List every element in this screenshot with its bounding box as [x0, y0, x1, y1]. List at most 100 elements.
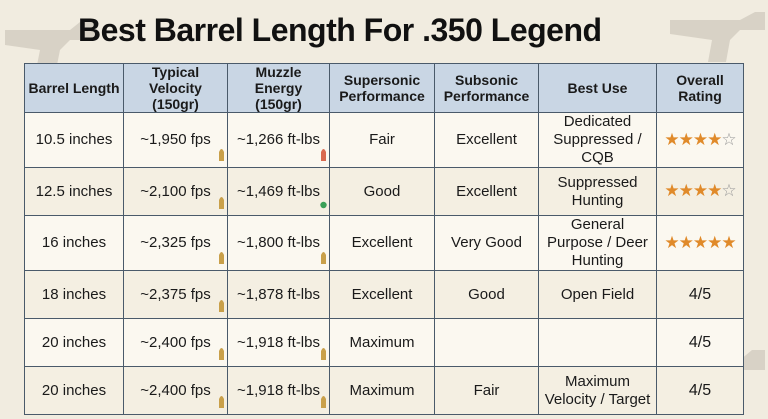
supersonic-text: Maximum: [349, 333, 415, 351]
bullet-icon: [219, 252, 224, 264]
filled-star-icon: ★: [678, 129, 694, 149]
table-row: 12.5 inches ~2,100 fps ~1,469 ft-lbs Goo…: [24, 167, 744, 216]
velocity-cell: ~2,400 fps: [123, 366, 228, 415]
supersonic-cell: Excellent: [329, 215, 435, 271]
filled-star-icon: ★: [721, 232, 736, 252]
subsonic-text: Fair: [473, 381, 500, 399]
barrel-length-table: Barrel Length Typical Velocity (150gr) M…: [24, 63, 744, 415]
energy-cell: ~1,878 ft-lbs: [227, 270, 330, 319]
rating-cell: ★★★★☆: [656, 167, 744, 216]
header-barrel-length: Barrel Length: [24, 63, 124, 113]
bullet-icon: [219, 348, 224, 360]
best-use-text: Dedicated Suppressed / CQB: [553, 113, 642, 166]
green-dot-icon: [320, 201, 327, 209]
barrel-text: 18 inches: [41, 285, 107, 303]
subsonic-cell: Very Good: [434, 215, 539, 271]
filled-star-icon: ★: [707, 129, 722, 149]
filled-star-icon: ★: [678, 232, 694, 252]
barrel-text: 12.5 inches: [35, 182, 113, 200]
subsonic-text: Very Good: [451, 234, 522, 251]
header-overall-rating: Overall Rating: [656, 63, 744, 113]
rating-cell: ★★★★☆: [656, 112, 744, 168]
best-use-text: Suppressed Hunting: [557, 173, 638, 209]
energy-text: ~1,918 ft-lbs: [237, 333, 320, 351]
rating-cell: 4/5: [656, 366, 744, 415]
bullet-icon: [219, 197, 224, 209]
barrel-length-cell: 20 inches: [24, 318, 124, 367]
supersonic-cell: Maximum: [329, 366, 435, 415]
energy-text: ~1,878 ft-lbs: [237, 285, 320, 303]
filled-star-icon: ★: [707, 232, 722, 252]
velocity-cell: ~2,325 fps: [123, 215, 228, 271]
velocity-text: ~2,400 fps: [140, 333, 211, 351]
barrel-text: 10.5 inches: [35, 131, 113, 148]
star-rating: ★★★★★: [664, 232, 736, 252]
velocity-text: ~2,325 fps: [140, 234, 211, 251]
energy-cell: ~1,918 ft-lbs: [227, 366, 330, 415]
filled-star-icon: ★: [692, 181, 708, 200]
filled-star-icon: ★: [707, 181, 722, 200]
velocity-text: ~2,400 fps: [140, 381, 211, 399]
table-row: 20 inches ~2,400 fps ~1,918 ft-lbs Maxim…: [24, 366, 744, 415]
subsonic-text: Excellent: [456, 182, 517, 200]
subsonic-cell: Good: [434, 270, 539, 319]
revolver-background-icon: [5, 22, 95, 75]
supersonic-text: Maximum: [349, 381, 415, 399]
barrel-length-cell: 18 inches: [24, 270, 124, 319]
energy-text: ~1,800 ft-lbs: [237, 234, 320, 251]
velocity-cell: ~2,400 fps: [123, 318, 228, 367]
energy-cell: ~1,918 ft-lbs: [227, 318, 330, 367]
filled-star-icon: ★: [664, 232, 679, 252]
rating-cell: ★★★★★: [656, 215, 744, 271]
subsonic-text: Good: [468, 285, 505, 303]
table-row: 16 inches ~2,325 fps ~1,800 ft-lbs Excel…: [24, 215, 744, 271]
filled-star-icon: ★: [692, 232, 708, 252]
rating-cell: 4/5: [656, 318, 744, 367]
barrel-text: 20 inches: [41, 333, 107, 351]
revolver-background-icon: [670, 12, 765, 62]
supersonic-cell: Excellent: [329, 270, 435, 319]
rating-cell: 4/5: [656, 270, 744, 319]
best-use-cell: Open Field: [538, 270, 657, 319]
bullet-icon: [219, 149, 224, 161]
best-use-text: Open Field: [560, 285, 635, 303]
subsonic-cell: [434, 318, 539, 367]
barrel-text: 16 inches: [41, 234, 107, 251]
energy-text: ~1,469 ft-lbs: [237, 182, 320, 200]
rating-text: 4/5: [688, 381, 712, 399]
rating-text: 4/5: [688, 333, 712, 351]
star-rating: ★★★★☆: [664, 129, 736, 149]
velocity-text: ~1,950 fps: [140, 131, 211, 148]
filled-star-icon: ★: [678, 181, 694, 200]
empty-star-icon: ☆: [721, 129, 736, 149]
bullet-icon: [219, 396, 224, 408]
energy-cell: ~1,469 ft-lbs: [227, 167, 330, 216]
energy-text: ~1,266 ft-lbs: [237, 131, 320, 148]
star-rating: ★★★★☆: [664, 181, 736, 200]
red-bullet-icon: [321, 149, 326, 161]
subsonic-cell: Excellent: [434, 167, 539, 216]
best-use-text: General Purpose / Deer Hunting: [547, 216, 648, 269]
velocity-text: ~2,375 fps: [140, 285, 211, 303]
best-use-cell: Maximum Velocity / Target: [538, 366, 657, 415]
filled-star-icon: ★: [664, 129, 679, 149]
empty-star-icon: ☆: [721, 181, 736, 200]
barrel-length-cell: 16 inches: [24, 215, 124, 271]
header-typical-velocity: Typical Velocity (150gr): [123, 63, 228, 113]
table-row: 10.5 inches ~1,950 fps ~1,266 ft-lbs Fai…: [24, 112, 744, 168]
subsonic-cell: Fair: [434, 366, 539, 415]
supersonic-cell: Good: [329, 167, 435, 216]
supersonic-text: Fair: [369, 131, 395, 148]
best-use-cell: Suppressed Hunting: [538, 167, 657, 216]
subsonic-text: Excellent: [456, 131, 517, 148]
subsonic-cell: Excellent: [434, 112, 539, 168]
bullet-icon: [321, 252, 326, 264]
header-supersonic-performance: Supersonic Performance: [329, 63, 435, 113]
rating-text: 4/5: [688, 285, 712, 303]
header-subsonic-performance: Subsonic Performance: [434, 63, 539, 113]
best-use-cell: [538, 318, 657, 367]
supersonic-text: Excellent: [351, 234, 413, 251]
bullet-icon: [219, 300, 224, 312]
header-muzzle-energy: Muzzle Energy (150gr): [227, 63, 330, 113]
filled-star-icon: ★: [664, 181, 679, 200]
